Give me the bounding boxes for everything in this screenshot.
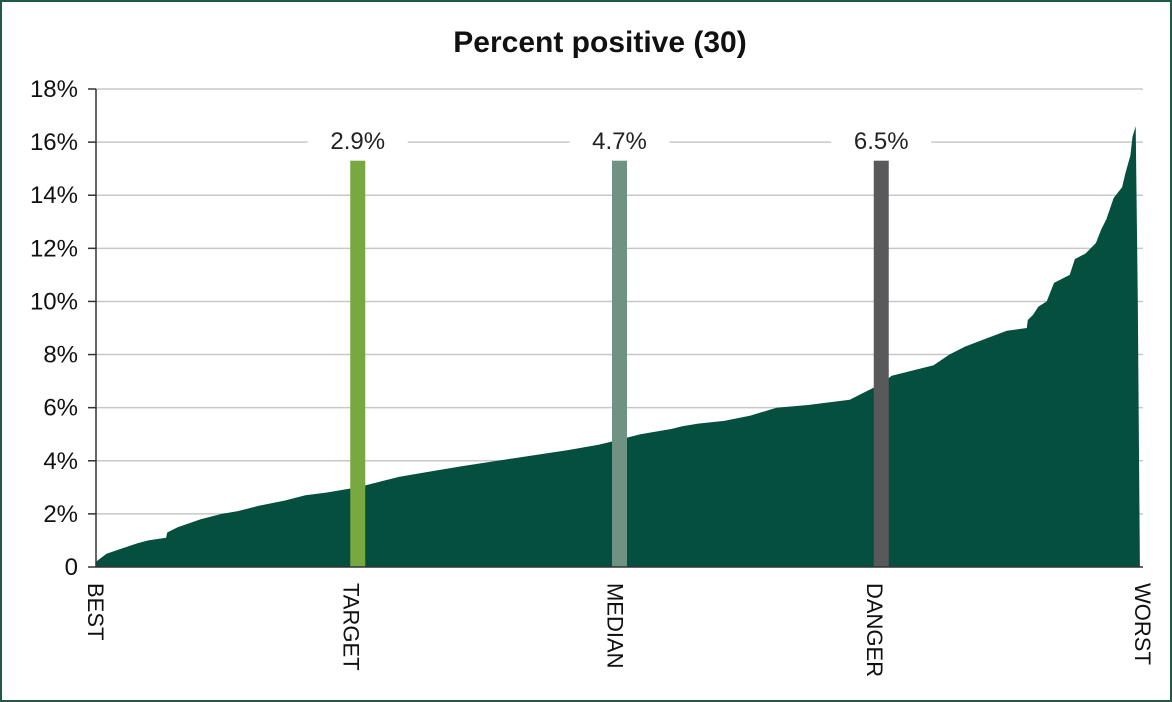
axes [95,89,1143,568]
threshold-markers: 2.9% 4.7% 6.5% [307,120,932,567]
y-tick-label: 12% [30,235,78,262]
marker-value-danger: 6.5% [854,128,909,155]
y-tick-label: 10% [30,288,78,315]
marker-value-target: 2.9% [330,128,385,155]
marker-label-gap [569,120,670,153]
x-label-worst: WORST [1130,583,1155,665]
x-label-best: BEST [83,583,108,640]
y-tick-label: 8% [43,342,78,369]
marker-value-median: 4.7% [592,128,647,155]
marker-bar-median [612,160,627,567]
marker-bar-target [350,160,366,567]
y-tick-label: 2% [43,501,78,528]
x-label-danger: DANGER [862,583,887,677]
y-tick-label: 4% [43,448,78,475]
marker-label-gap [831,120,932,153]
x-axis-labels: BEST TARGET MEDIAN DANGER WORST [83,583,1155,677]
y-axis-ticks: 0 2% 4% 6% 8% 10% 12% 14% 16% 18% [30,76,96,581]
y-tick-label: 0 [65,554,78,581]
x-label-median: MEDIAN [602,583,627,669]
y-tick-label: 18% [30,76,78,103]
marker-label-gap [307,120,408,153]
chart-title: Percent positive (30) [453,26,746,59]
y-tick-label: 16% [30,129,78,156]
y-tick-label: 14% [30,182,78,209]
y-tick-label: 6% [43,395,78,422]
marker-bar-danger [873,160,889,567]
x-label-target: TARGET [338,583,363,671]
